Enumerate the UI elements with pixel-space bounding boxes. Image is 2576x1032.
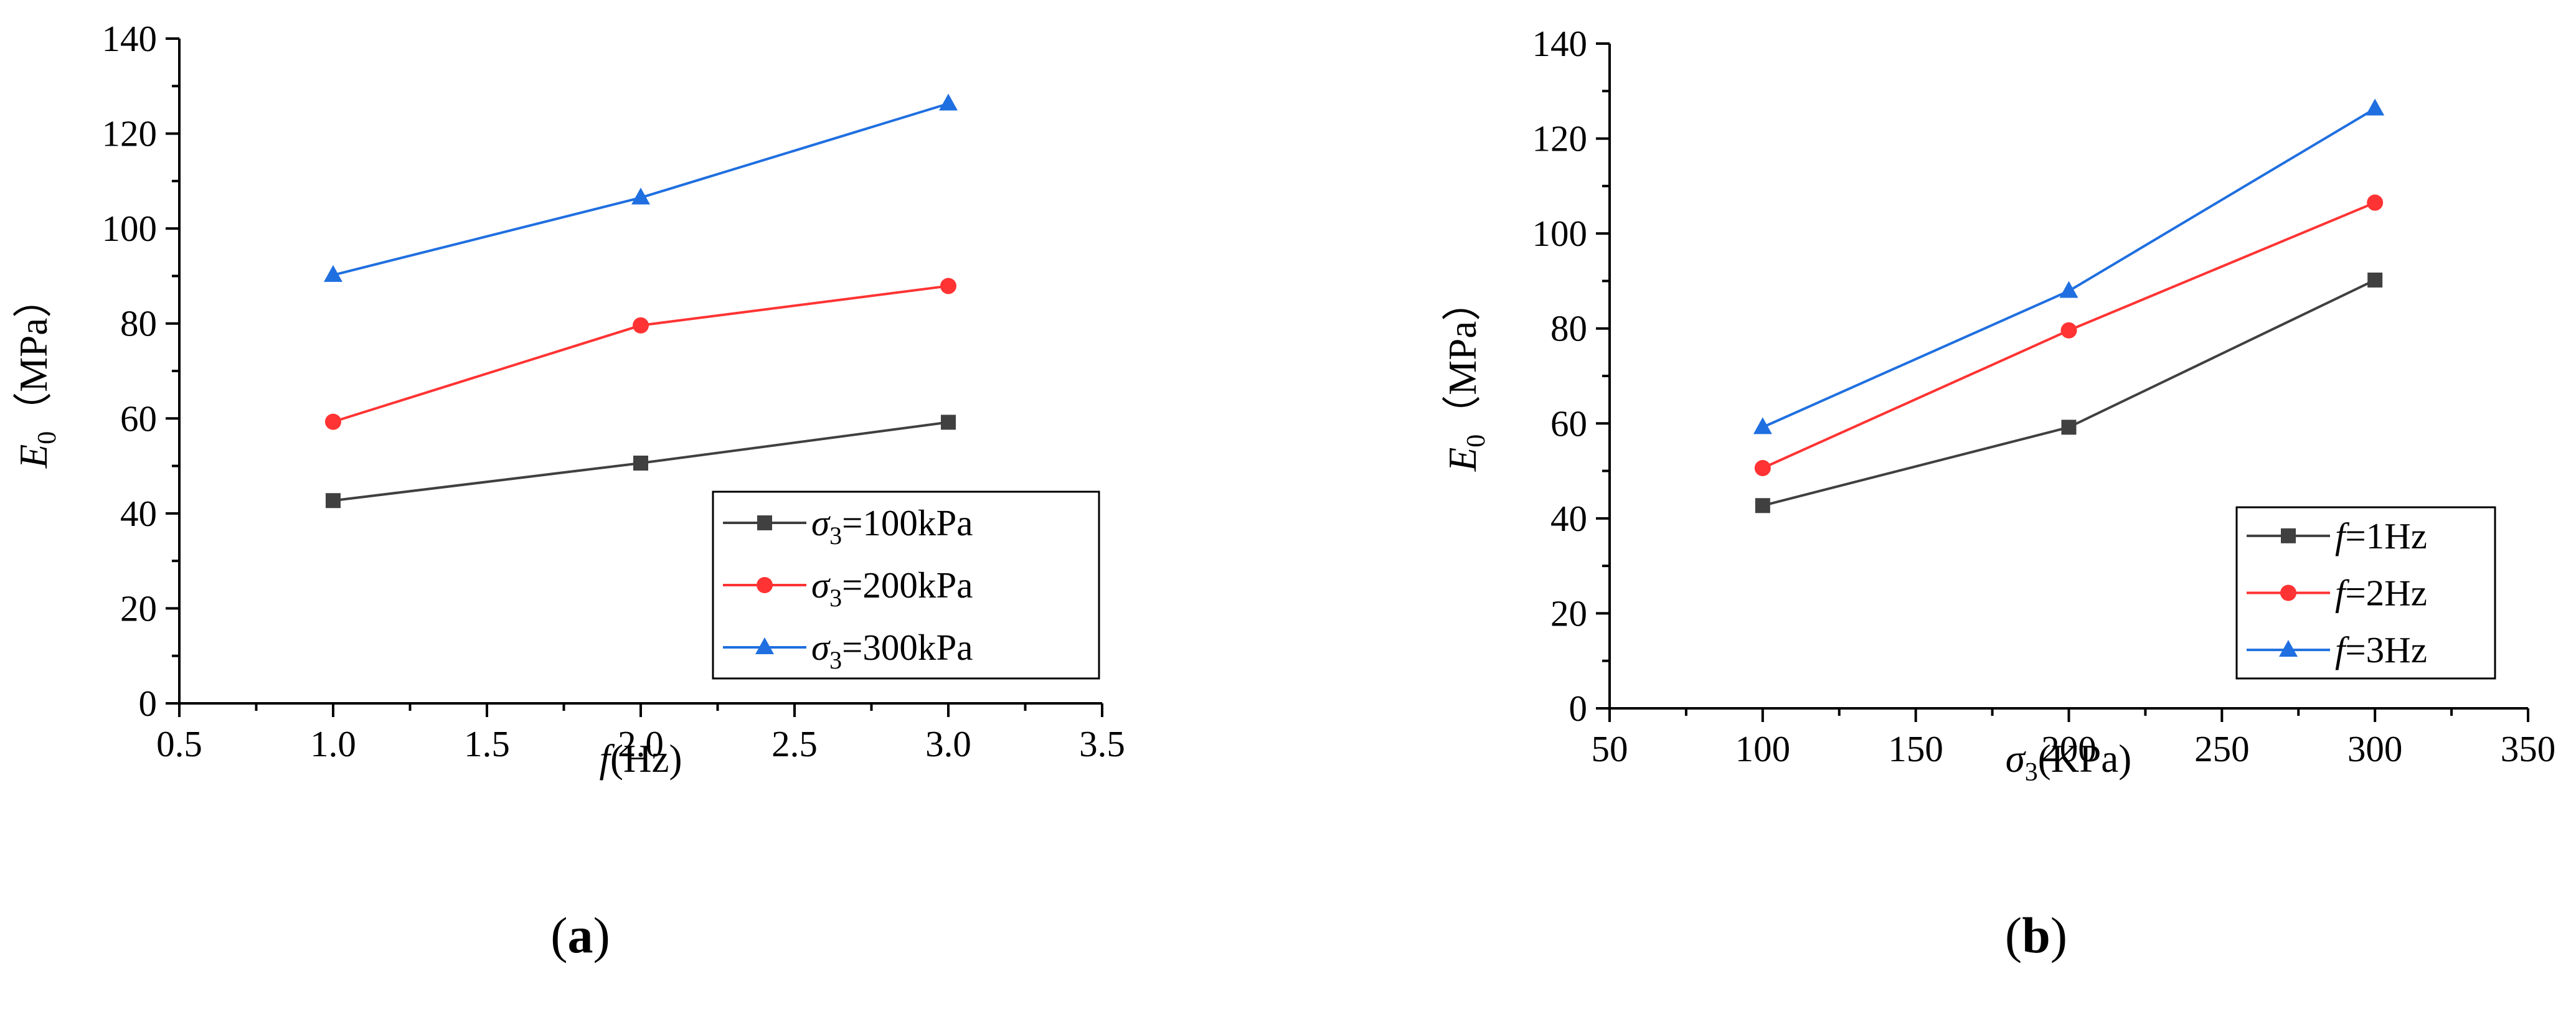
data-point (1753, 417, 1772, 434)
data-point (940, 278, 956, 294)
data-point (2060, 322, 2077, 339)
legend-label: σ3=300kPa (811, 627, 973, 674)
data-point (2367, 194, 2384, 211)
y-tick-label: 80 (1550, 308, 1587, 349)
y-tick-label: 140 (102, 18, 158, 59)
data-point (1754, 459, 1771, 476)
data-point (2059, 281, 2078, 298)
x-axis-label: f(Hz) (600, 737, 682, 781)
y-tick-label: 80 (120, 303, 157, 344)
chart-panel-b: 50 100 150 200 250 300 350 0 20 40 60 80 100 120 140 E0… (1441, 23, 2555, 964)
y-tick-label: 100 (102, 208, 158, 249)
x-tick-label: 350 (2501, 728, 2556, 769)
legend-label: f=3Hz (2335, 629, 2427, 670)
legend-label: σ3=100kPa (811, 502, 973, 550)
x-tick-label: 1.0 (310, 723, 356, 764)
x-tick-label: 50 (1592, 728, 1628, 769)
data-point (1755, 498, 1770, 514)
legend-label: f=1Hz (2335, 515, 2427, 556)
data-point (326, 493, 341, 509)
data-point (2367, 272, 2383, 288)
x-tick-label: 200 (2041, 728, 2097, 769)
panel-label: (b) (2005, 907, 2067, 964)
y-tick-label: 0 (1569, 688, 1588, 729)
legend-marker (757, 577, 773, 593)
y-axis-label: E0（MPa） (12, 279, 62, 469)
data-point (941, 415, 956, 430)
y-tick-label: 100 (1532, 213, 1588, 254)
legend-marker (755, 637, 774, 654)
legend: σ3=100kPa σ3=200kPa σ3=300kPa (712, 490, 1100, 680)
y-tick-label: 0 (139, 683, 158, 724)
legend-marker (757, 515, 772, 530)
x-tick-label: 0.5 (156, 723, 202, 764)
data-point (324, 265, 342, 282)
data-point (939, 93, 958, 111)
x-tick-label: 1.5 (464, 723, 510, 764)
x-tick-label: 300 (2347, 728, 2403, 769)
legend-label: f=2Hz (2335, 573, 2427, 614)
legend: f=1Hz f=2Hz f=3Hz (2235, 506, 2496, 680)
y-tick-label: 120 (1532, 118, 1588, 159)
data-point (325, 413, 341, 430)
y-tick-label: 60 (1550, 403, 1587, 444)
panel-label: (a) (550, 907, 610, 964)
x-tick-label: 3.0 (925, 723, 971, 764)
y-tick-label: 60 (120, 398, 157, 439)
legend-label: σ3=200kPa (811, 565, 973, 612)
data-point (633, 455, 648, 471)
y-tick-label: 140 (1532, 23, 1588, 64)
series-line-3 (1762, 107, 2376, 429)
x-tick-label: 2.0 (618, 723, 664, 764)
series-line-2 (333, 284, 949, 423)
x-tick-label: 100 (1735, 728, 1791, 769)
y-tick-label: 40 (120, 493, 157, 534)
y-tick-label: 120 (102, 113, 158, 154)
data-point (2061, 420, 2077, 435)
series-line-1 (1762, 279, 2376, 507)
x-tick-label: 250 (2194, 728, 2250, 769)
y-tick-label: 40 (1550, 498, 1587, 539)
y-tick-label: 20 (1550, 593, 1587, 634)
x-tick-label: 2.5 (771, 723, 818, 764)
chart-panel-a: 0.5 1.0 1.5 2.0 2.5 3.0 3.5 0 20 40 60 80 100 120 140 E… (12, 18, 1125, 964)
legend-marker (2279, 640, 2298, 657)
data-point (633, 317, 649, 334)
data-point (631, 187, 650, 205)
x-tick-label: 150 (1888, 728, 1943, 769)
y-axis-label: E0（MPa） (1441, 282, 1491, 472)
y-tick-label: 20 (120, 588, 157, 629)
x-tick-label: 3.5 (1079, 723, 1125, 764)
data-point (2366, 98, 2385, 116)
legend-marker (2280, 584, 2296, 601)
legend-marker (2281, 528, 2296, 543)
x-axis-label: σ3(KPa) (2006, 737, 2132, 787)
